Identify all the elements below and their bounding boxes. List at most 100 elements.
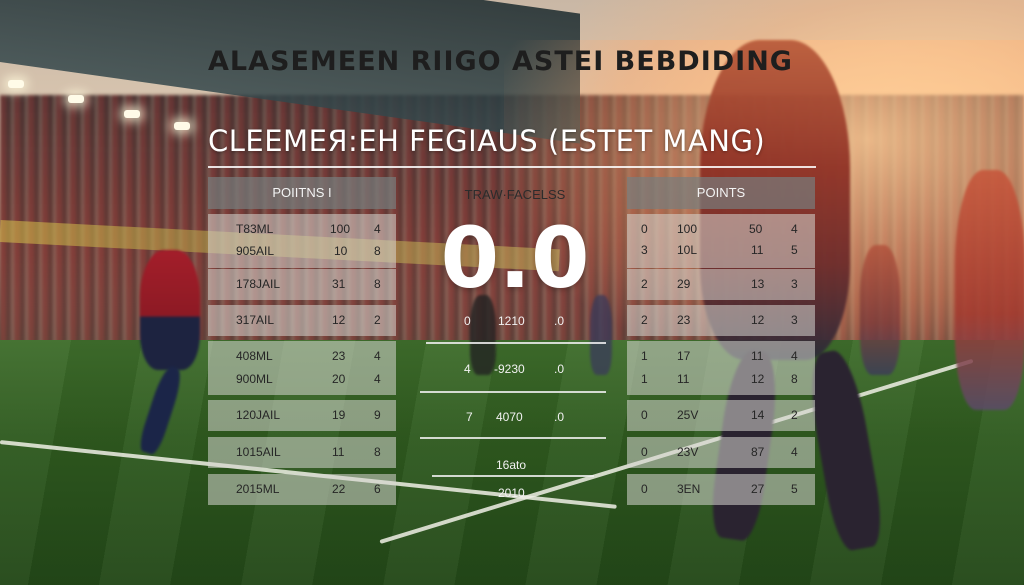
stat-value: 100 xyxy=(330,222,351,236)
team-name: 2015ML xyxy=(236,482,280,496)
stat-value: 20 xyxy=(332,372,346,386)
team-name: 317AIL xyxy=(236,313,275,327)
rank-value: 3 xyxy=(641,243,648,257)
table-row: 2 29 13 3 xyxy=(627,269,815,300)
stat-value: 31 xyxy=(332,277,346,291)
divider xyxy=(208,166,816,168)
stat-value: 13 xyxy=(751,277,765,291)
team-name: 905AIL xyxy=(236,244,275,258)
table-row: 317AIL 12 2 xyxy=(208,305,396,336)
left-table-header: POIITNS I xyxy=(208,177,396,209)
table-row: 1 17 11 4 1 11 12 8 xyxy=(627,341,815,395)
rank-value: 0 xyxy=(641,222,648,236)
rank-value: 1 xyxy=(641,372,648,386)
table-row: 0 3EN 27 5 xyxy=(627,474,815,505)
stat-value: 23 xyxy=(677,313,691,327)
stat-value: 4 xyxy=(374,349,381,363)
team-name: T83ML xyxy=(236,222,274,236)
stat-value: 19 xyxy=(332,408,346,422)
rank-value: 0 xyxy=(641,445,648,459)
scoreline: 0.0 xyxy=(440,209,590,307)
match-footer: 16ato xyxy=(496,458,527,472)
stat-value: 11 xyxy=(751,243,764,257)
stat-value: 8 xyxy=(374,445,381,459)
divider xyxy=(426,342,606,344)
floodlight xyxy=(174,122,190,130)
stat-value: 3 xyxy=(791,277,798,291)
headline: ALASEMEEN RIIGO ASTEI BEBDIDING xyxy=(208,46,793,77)
stat-value: 5 xyxy=(791,482,798,496)
stat-value: 17 xyxy=(677,349,691,363)
match-value: .0 xyxy=(554,410,565,424)
stat-value: 11 xyxy=(677,372,690,386)
stat-value: 87 xyxy=(751,445,765,459)
stat-value: 8 xyxy=(374,277,381,291)
team-name: 408ML xyxy=(236,349,273,363)
player-silhouette xyxy=(860,245,900,375)
stat-value: 100 xyxy=(677,222,698,236)
stat-value: 23V xyxy=(677,445,699,459)
rank-value: 2 xyxy=(641,277,648,291)
stat-value: 12 xyxy=(751,372,765,386)
rank-value: 0 xyxy=(641,408,648,422)
stat-value: 3EN xyxy=(677,482,701,496)
team-name: 1015AIL xyxy=(236,445,281,459)
stat-value: 12 xyxy=(332,313,346,327)
table-row: 2015ML 22 6 xyxy=(208,474,396,505)
divider xyxy=(420,391,606,393)
stat-value: 29 xyxy=(677,277,691,291)
table-row: 408ML 23 4 900ML 20 4 xyxy=(208,341,396,395)
stat-value: 4 xyxy=(791,222,798,236)
team-name: 120JAIL xyxy=(236,408,281,422)
table-row: 1015AIL 11 8 xyxy=(208,437,396,468)
table-row: 0 23V 87 4 xyxy=(627,437,815,468)
match-value: .0 xyxy=(554,362,565,376)
match-value: 4 xyxy=(464,362,471,376)
floodlight xyxy=(124,110,140,118)
match-value: 4070 xyxy=(496,410,523,424)
stat-value: 4 xyxy=(791,445,798,459)
table-row: 178JAIL 31 8 xyxy=(208,269,396,300)
match-value: .0 xyxy=(554,314,565,328)
player-silhouette xyxy=(590,295,612,375)
team-name: 900ML xyxy=(236,372,273,386)
stat-value: 50 xyxy=(749,222,763,236)
floodlight xyxy=(8,80,24,88)
subheading: CLEEMEЯ:EH FEGIAUS (ESTET MANG) xyxy=(208,124,766,158)
divider xyxy=(432,475,594,477)
table-row: 2 23 12 3 xyxy=(627,305,815,336)
table-row: T83ML 100 4 905AIL 10 8 xyxy=(208,214,396,268)
match-label: TRAW·FACELSS xyxy=(464,187,566,202)
floodlight xyxy=(68,95,84,103)
stat-value: 8 xyxy=(374,244,381,258)
stat-value: 5 xyxy=(791,243,798,257)
match-value: -9230 xyxy=(494,362,525,376)
stat-value: 8 xyxy=(791,372,798,386)
match-value: 0 xyxy=(464,314,471,328)
table-row: 0 100 50 4 3 10L 11 5 xyxy=(627,214,815,268)
stat-value: 11 xyxy=(332,445,345,459)
stat-value: 23 xyxy=(332,349,346,363)
table-row: 120JAIL 19 9 xyxy=(208,400,396,431)
rank-value: 0 xyxy=(641,482,648,496)
stat-value: 4 xyxy=(374,372,381,386)
stat-value: 25V xyxy=(677,408,699,422)
stat-value: 2 xyxy=(374,313,381,327)
right-table-header: POINTS xyxy=(627,177,815,209)
player-silhouette xyxy=(140,250,200,370)
rank-value: 1 xyxy=(641,349,648,363)
stat-value: 2 xyxy=(791,408,798,422)
stat-value: 4 xyxy=(791,349,798,363)
player-silhouette xyxy=(470,295,496,375)
stat-value: 4 xyxy=(374,222,381,236)
stat-value: 14 xyxy=(751,408,765,422)
match-footer: 2010 xyxy=(498,486,525,500)
stat-value: 27 xyxy=(751,482,765,496)
match-value: 1210 xyxy=(498,314,525,328)
divider xyxy=(420,437,606,439)
rank-value: 2 xyxy=(641,313,648,327)
stat-value: 6 xyxy=(374,482,381,496)
stat-value: 22 xyxy=(332,482,346,496)
stat-value: 10 xyxy=(334,244,348,258)
